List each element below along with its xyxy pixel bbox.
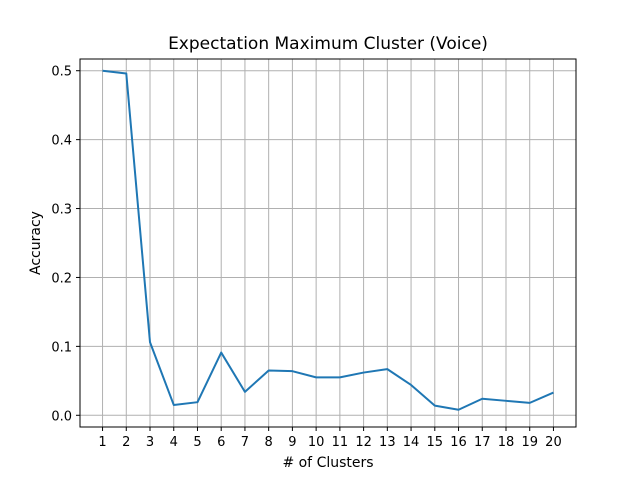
x-tick-label: 19 (521, 435, 538, 450)
y-tick-label: 0.0 (51, 409, 72, 424)
x-tick-label: 1 (98, 435, 106, 450)
x-tick-label: 9 (288, 435, 296, 450)
y-axis-title: Accuracy (28, 211, 44, 275)
plot-frame (79, 58, 577, 428)
x-tick-label: 14 (403, 435, 420, 450)
series-line (102, 69, 554, 411)
y-tick-label: 0.3 (51, 203, 72, 218)
x-tick-label: 3 (146, 435, 154, 450)
y-tick-label: 0.5 (51, 65, 72, 80)
y-tick-label: 0.4 (51, 134, 72, 149)
x-tick-label: 20 (545, 435, 562, 450)
x-tick-label: 10 (308, 435, 325, 450)
x-tick-label: 4 (170, 435, 178, 450)
x-tick-label: 6 (217, 435, 225, 450)
x-tick-label: 18 (498, 435, 515, 450)
axis-ticks: 1 2 3 4 5 6 7 8 9 10 11 12 13 14 15 16 17 18 19 200.00.10.2… (51, 65, 561, 450)
x-tick-label: 17 (474, 435, 491, 450)
x-tick-label: 7 (241, 435, 249, 450)
y-tick-label: 0.1 (51, 340, 72, 355)
x-tick-label: 8 (265, 435, 273, 450)
x-tick-label: 12 (355, 435, 372, 450)
x-axis-title: # of Clusters (282, 455, 373, 471)
y-tick-label: 0.2 (51, 271, 72, 286)
x-tick-label: 13 (379, 435, 396, 450)
x-tick-label: 5 (193, 435, 201, 450)
series-layer (102, 69, 554, 411)
grid-lines (80, 59, 576, 427)
x-tick-label: 2 (122, 435, 130, 450)
chart-title: Expectation Maximum Cluster (Voice) (168, 34, 488, 54)
x-tick-label: 15 (427, 435, 444, 450)
x-tick-label: 11 (332, 435, 349, 450)
x-tick-label: 16 (450, 435, 467, 450)
